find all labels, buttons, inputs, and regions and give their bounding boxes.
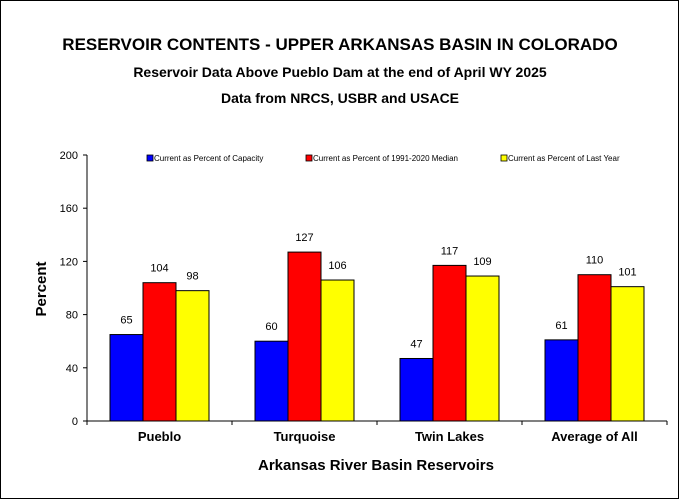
bar — [320, 279, 355, 422]
legend-entry: Current as Percent of 1991-2020 Median — [313, 154, 458, 163]
data-label: 60 — [265, 321, 277, 333]
y-tick-label: 0 — [72, 416, 78, 428]
data-label: 127 — [295, 232, 313, 244]
x-tick-label: Average of All — [551, 429, 637, 444]
y-axis-title: Percent — [33, 261, 50, 316]
bar — [287, 251, 322, 422]
bar — [142, 282, 177, 422]
bar — [610, 286, 645, 422]
chart-title: RESERVOIR CONTENTS - UPPER ARKANSAS BASI… — [62, 35, 617, 54]
data-label: 101 — [618, 267, 636, 279]
y-tick-label: 160 — [60, 203, 78, 215]
legend-swatch — [146, 154, 154, 162]
bar — [175, 290, 210, 422]
data-label: 109 — [473, 256, 491, 268]
legend-swatch — [500, 154, 508, 162]
data-label: 47 — [410, 338, 422, 350]
legend-entry: Current as Percent of Capacity — [154, 154, 263, 163]
y-tick-label: 40 — [66, 363, 78, 375]
bar — [432, 264, 467, 422]
bar — [465, 275, 500, 422]
data-label: 65 — [120, 315, 132, 327]
bar — [399, 357, 434, 422]
data-label: 106 — [328, 260, 346, 272]
x-axis-title: Arkansas River Basin Reservoirs — [258, 457, 494, 474]
bar — [109, 334, 144, 422]
bar — [544, 339, 579, 422]
bar — [577, 274, 612, 422]
data-label: 104 — [150, 263, 168, 275]
data-label: 117 — [441, 245, 459, 257]
x-tick-label: Pueblo — [138, 429, 181, 444]
data-label: 98 — [186, 271, 198, 283]
y-tick-label: 200 — [60, 150, 78, 162]
y-tick-label: 80 — [66, 310, 78, 322]
x-tick-label: Twin Lakes — [415, 429, 484, 444]
chart-subtitle: Reservoir Data Above Pueblo Dam at the e… — [133, 64, 547, 80]
plot-area: 0 40 80 120 160 200 65 104 98 Pueblo 60 127 106 Turqu… — [60, 150, 668, 444]
legend-entry: Current as Percent of Last Year — [508, 154, 620, 163]
y-tick-label: 120 — [60, 256, 78, 268]
legend-swatch — [305, 154, 313, 162]
bar — [254, 340, 289, 422]
data-label: 110 — [586, 255, 604, 267]
data-label: 61 — [555, 320, 567, 332]
x-tick-label: Turquoise — [274, 429, 336, 444]
legend: Current as Percent of Capacity Current as… — [146, 154, 620, 163]
chart-subtitle-source: Data from NRCS, USBR and USACE — [221, 90, 459, 106]
